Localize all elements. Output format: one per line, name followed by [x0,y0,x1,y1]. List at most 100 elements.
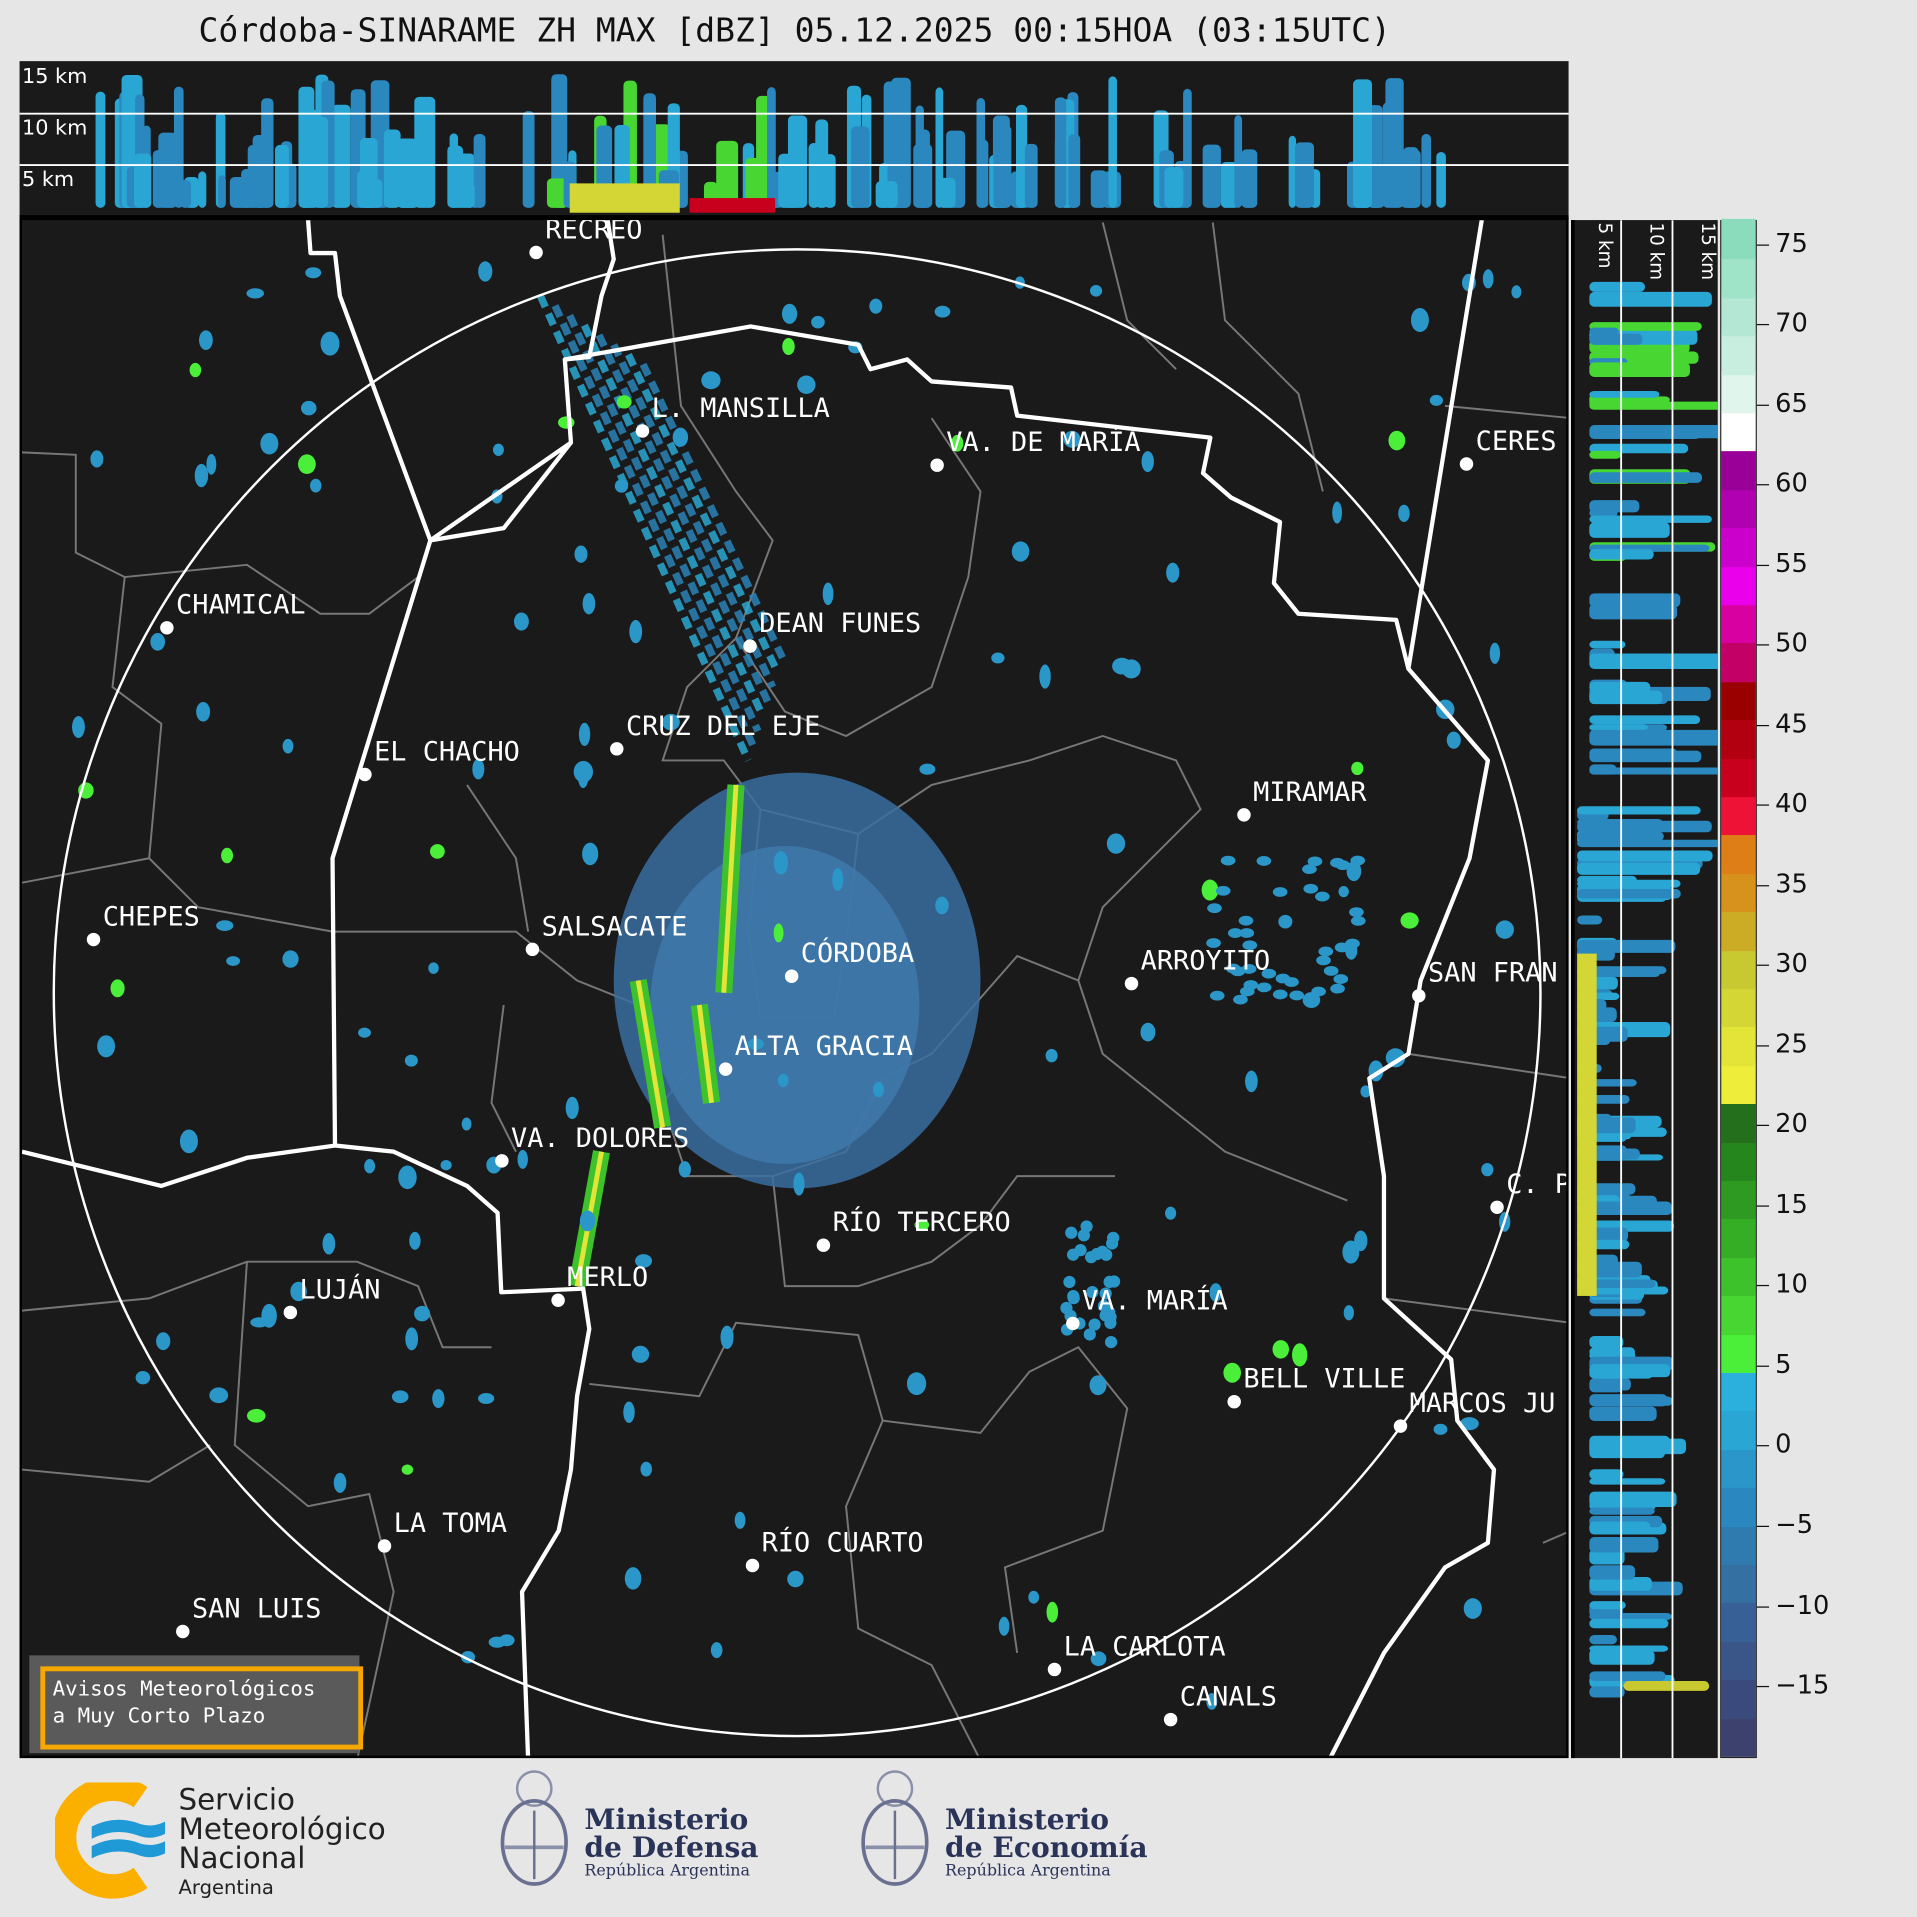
cross-section-echo [1589,1671,1666,1681]
echo-cell [773,851,789,875]
city-label: MIRAMAR [1253,777,1367,809]
echo-cell [216,920,234,931]
echo-cell [1318,946,1334,957]
echo-cell [557,416,575,429]
colorbar-tick [1756,404,1770,406]
echo-cell [573,760,593,783]
coat-of-arms-icon [861,1770,929,1886]
echo-cell [935,896,949,915]
echo-cell [1215,885,1231,896]
echo-cell [517,1149,528,1169]
echo-cell [710,1642,723,1659]
echo-cell [1333,974,1349,984]
echo-cell [1233,994,1248,1005]
echo-cell [1097,1299,1111,1312]
echo-cell [179,1129,198,1154]
echo-cell [1481,1162,1494,1177]
echo-cell [1112,657,1132,675]
colorbar-tick-label: −10 [1775,1589,1830,1620]
avisos-badge[interactable]: Avisos Meteorológicos a Muy Corto Plazo [29,1655,364,1754]
city-marker [930,458,944,472]
city-label: CRUZ DEL EJE [625,711,821,743]
echo-cell [1291,1343,1308,1367]
department-border [1211,222,1324,492]
colorbar-bin [1721,755,1756,798]
cross-section-echo [1577,862,1701,875]
cross-section-echo [851,126,870,208]
cross-section-echo [1589,390,1660,398]
echo-cell [1463,1598,1482,1619]
echo-cell [310,478,322,493]
cross-section-echo [1589,322,1702,331]
echo-cell [194,463,209,488]
colorbar-bin [1721,1561,1756,1604]
cross-section-echo [360,137,378,208]
cross-section-echo [1436,151,1446,208]
colorbar-bin [1721,1024,1756,1066]
cross-section-echo [134,153,152,208]
echo-cell [1261,968,1277,979]
echo-cell [701,371,721,390]
department-border [490,1004,517,1153]
echo-cell [1239,986,1255,997]
city-label: LUJÁN [299,1275,381,1306]
echo-cell [1242,940,1258,951]
echo-cell [1028,1590,1040,1604]
echo-cell [1429,394,1443,406]
cross-section-echo [1400,149,1421,208]
city-label: C. P [1506,1170,1569,1201]
echo-cell [672,427,689,447]
echo-cell [405,1327,419,1351]
cross-section-echo [1589,1537,1659,1553]
echo-cell [1066,1248,1080,1261]
echo-cell [189,362,202,378]
echo-cell [1046,1601,1059,1623]
echo-cell [998,1616,1010,1636]
cross-section-echo [1589,640,1626,649]
echo-cell [1400,912,1419,929]
colorbar-bin [1721,640,1756,682]
cross-section-echo [1090,170,1108,208]
echo-cell [1302,992,1321,1009]
echo-cell [478,1393,495,1404]
colorbar-bin [1721,678,1756,721]
echo-streak [537,294,752,762]
colorbar-bin [1721,1331,1756,1373]
cross-section-echo [938,177,956,208]
radar-map[interactable]: RECREO L. MANSILLA VA. DE MARÍA CERES CHAMIC… [19,217,1569,1759]
province-border [22,1143,336,1189]
colorbar-tick [1756,1125,1770,1127]
cross-section-echo [1015,104,1028,208]
colorbar-tick [1756,1525,1770,1527]
echo-cell [1302,864,1317,875]
cross-section-echo [1589,291,1712,307]
department-border [1383,1297,1567,1324]
city-marker [525,942,540,957]
echo-cell [461,1117,472,1131]
cross-section-echo [875,181,898,208]
echo-cell [492,443,504,456]
echo-cell [156,1332,171,1351]
city-label: RECREO [545,217,643,246]
echo-cell [1338,886,1349,898]
echo-cell [401,1464,414,1475]
colorbar-bin [1721,870,1756,913]
range-ring [52,248,1542,1738]
city-label: EL CHACHO [374,737,520,768]
cross-section-echo [1589,729,1718,746]
echo-cell [1080,1220,1093,1233]
echo-cell [1256,982,1272,993]
economia-line3: República Argentina [945,1861,1111,1881]
echo-cell [623,1401,635,1423]
colorbar-bin [1721,1715,1756,1757]
echo-cell [1011,541,1030,562]
echo-cell [1511,285,1522,299]
colorbar [1720,218,1757,1759]
cross-section-echo [1577,850,1713,862]
echo-cell [404,1054,418,1067]
city-marker [495,1154,509,1168]
cross-section-echo [1589,767,1718,775]
echo-cell [1067,1292,1080,1305]
cross-section-echo [1577,889,1681,899]
echo-cell [678,1161,691,1178]
